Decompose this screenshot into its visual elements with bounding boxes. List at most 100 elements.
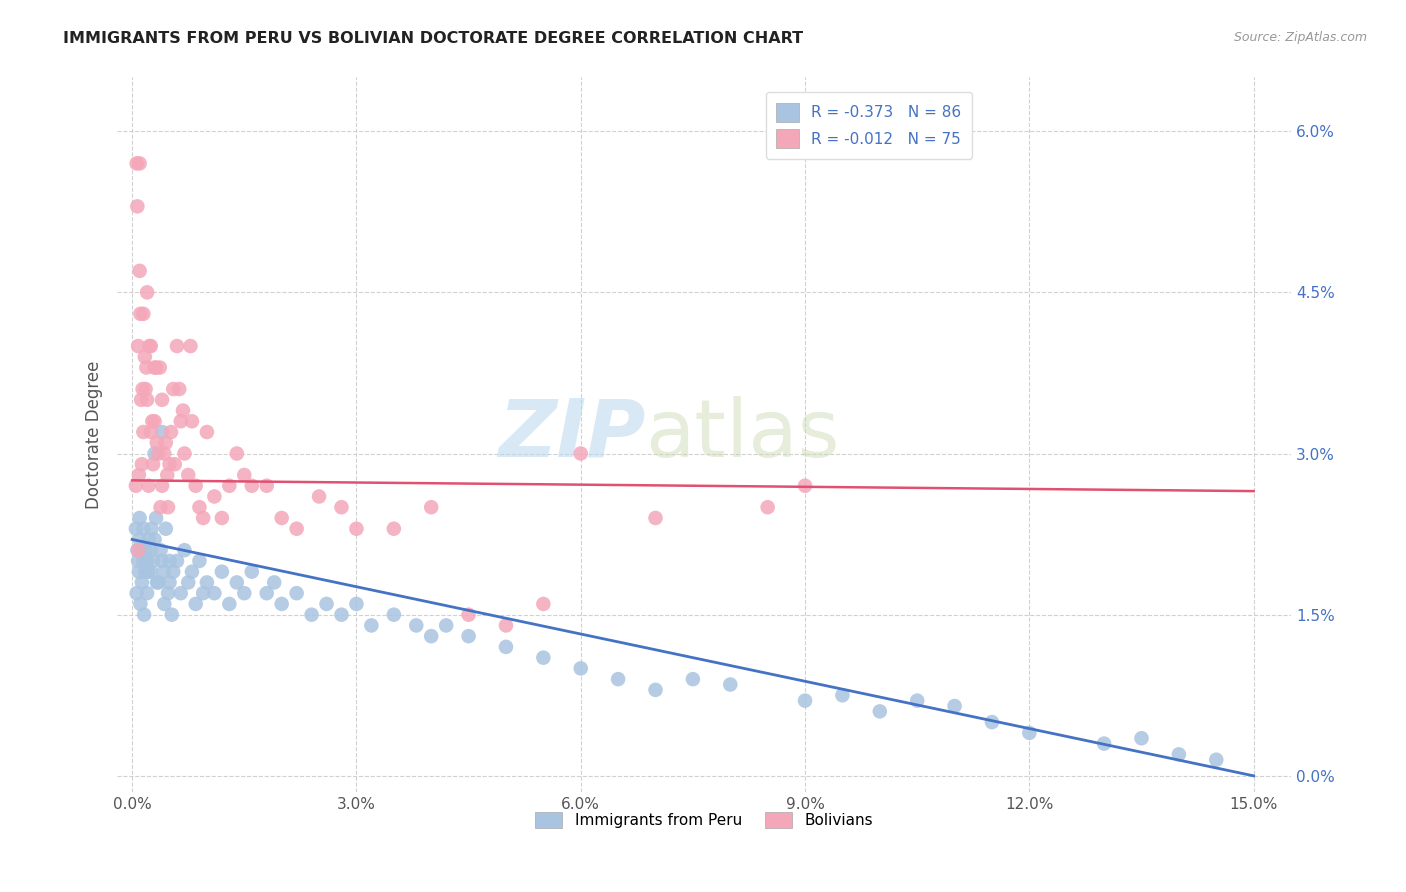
Point (495, 618, 517, 632)
Point (756, 500, 779, 515)
Point (195, 575, 218, 590)
Point (131, 382, 153, 396)
Point (263, 575, 285, 590)
Point (173, 446, 195, 460)
Point (166, 339, 188, 353)
Point (132, 522, 155, 536)
Point (167, 382, 190, 396)
Point (136, 565, 159, 579)
Point (1092, 737, 1115, 751)
Point (155, 435, 177, 450)
Point (225, 446, 247, 460)
Point (184, 479, 207, 493)
Point (139, 543, 162, 558)
Point (905, 693, 928, 707)
Point (127, 339, 149, 353)
Point (163, 457, 186, 471)
Point (160, 607, 183, 622)
Point (162, 382, 184, 396)
Point (146, 575, 169, 590)
Point (143, 446, 166, 460)
Point (360, 618, 382, 632)
Legend: Immigrants from Peru, Bolivians: Immigrants from Peru, Bolivians (529, 805, 879, 834)
Point (138, 339, 160, 353)
Point (202, 490, 225, 504)
Point (141, 522, 163, 536)
Point (125, 479, 148, 493)
Point (794, 693, 817, 707)
Point (644, 682, 666, 697)
Point (145, 360, 167, 375)
Point (457, 629, 479, 643)
Point (218, 597, 240, 611)
Point (138, 479, 160, 493)
Point (569, 446, 592, 460)
Point (531, 597, 554, 611)
Point (132, 307, 155, 321)
Point (495, 640, 517, 654)
Point (181, 565, 204, 579)
Point (434, 618, 457, 632)
Text: IMMIGRANTS FROM PERU VS BOLIVIAN DOCTORATE DEGREE CORRELATION CHART: IMMIGRANTS FROM PERU VS BOLIVIAN DOCTORA… (63, 31, 803, 46)
Point (157, 586, 180, 600)
Point (193, 511, 215, 525)
Point (149, 543, 172, 558)
Point (193, 586, 215, 600)
Point (146, 435, 169, 450)
Point (136, 285, 159, 300)
Text: atlas: atlas (645, 396, 839, 474)
Point (159, 457, 181, 471)
Point (127, 543, 149, 558)
Point (240, 565, 263, 579)
Point (166, 554, 188, 568)
Point (125, 522, 148, 536)
Point (211, 511, 233, 525)
Point (170, 586, 193, 600)
Point (382, 607, 405, 622)
Point (136, 392, 159, 407)
Point (718, 677, 741, 691)
Point (173, 543, 195, 558)
Point (270, 511, 292, 525)
Point (184, 597, 207, 611)
Point (149, 500, 172, 515)
Point (188, 500, 211, 515)
Point (315, 597, 337, 611)
Point (943, 698, 966, 713)
Point (301, 607, 323, 622)
Point (143, 414, 166, 428)
Point (128, 565, 150, 579)
Point (128, 511, 150, 525)
Point (150, 479, 173, 493)
Point (125, 586, 148, 600)
Point (132, 607, 155, 622)
Point (869, 705, 891, 719)
Point (125, 156, 148, 170)
Point (128, 156, 150, 170)
Point (172, 403, 194, 417)
Point (127, 199, 149, 213)
Point (233, 468, 256, 483)
Point (644, 511, 666, 525)
Point (129, 597, 152, 611)
Point (132, 554, 155, 568)
Point (134, 350, 156, 364)
Point (129, 543, 152, 558)
Point (142, 457, 165, 471)
Point (225, 575, 247, 590)
Point (159, 554, 181, 568)
Point (127, 554, 149, 568)
Point (457, 607, 479, 622)
Point (177, 468, 200, 483)
Point (129, 307, 152, 321)
Point (136, 586, 159, 600)
Point (1167, 747, 1189, 762)
Point (1018, 726, 1040, 740)
Point (1130, 731, 1153, 746)
Point (141, 414, 163, 428)
Text: ZIP: ZIP (498, 396, 645, 474)
Point (143, 360, 166, 375)
Point (143, 533, 166, 547)
Point (202, 586, 225, 600)
Point (285, 586, 308, 600)
